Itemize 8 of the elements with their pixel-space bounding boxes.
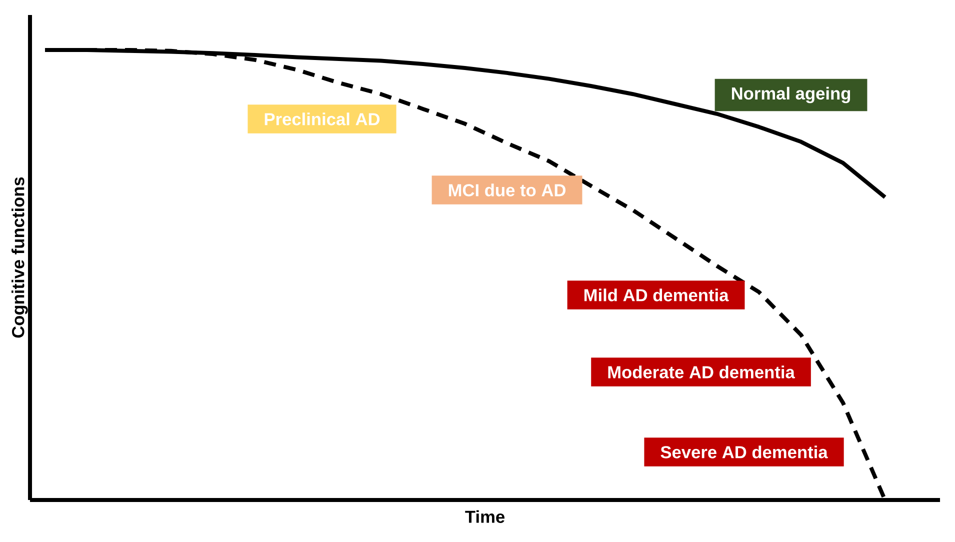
x-axis-title: Time — [465, 510, 504, 523]
annotation: Mild AD dementia — [584, 288, 729, 302]
series-label: Normal ageing — [732, 86, 850, 104]
annotation: Moderate AD dementia — [608, 366, 795, 378]
annotation: Severe AD dementia — [660, 446, 828, 458]
annotation: MCI due to AD — [448, 184, 566, 196]
y-axis-title: Cognitive functions — [12, 177, 28, 338]
annotation: Preclinical AD — [264, 112, 380, 126]
